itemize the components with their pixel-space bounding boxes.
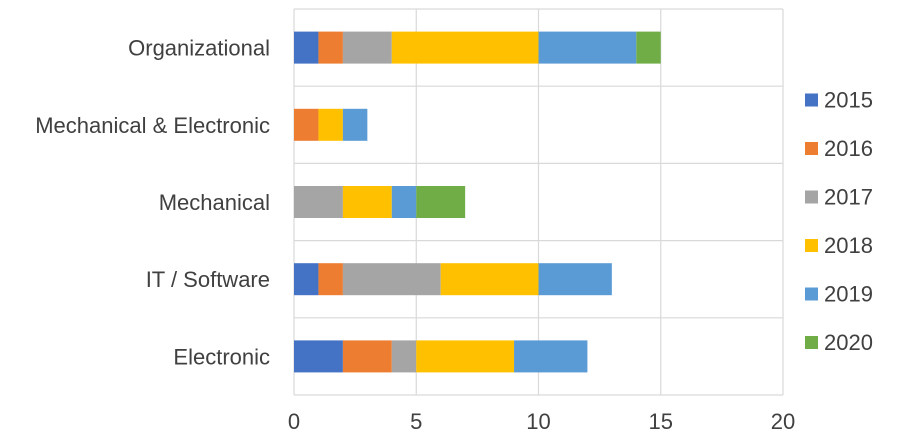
bar-electronic-2017	[391, 340, 417, 373]
bar-electronic-2015	[294, 340, 343, 373]
legend: 2015 2016 2017 2018 2019 2020	[805, 88, 873, 355]
x-tick-label-15: 15	[649, 409, 673, 434]
category-label-mechanical: Mechanical	[159, 190, 270, 215]
bars	[294, 31, 661, 373]
bar-it-software-2016	[318, 263, 343, 296]
bar-organizational-2019	[538, 31, 637, 64]
legend-swatch-2015	[805, 93, 818, 107]
legend-swatch-2016	[805, 142, 818, 155]
legend-label-2020: 2020	[824, 330, 873, 355]
bar-organizational-2017	[342, 31, 392, 64]
legend-swatch-2018	[805, 239, 818, 252]
bar-it-software-2015	[294, 263, 319, 296]
bar-it-software-2018	[440, 263, 539, 296]
category-labels: Organizational Mechanical & Electronic Mec…	[35, 36, 270, 370]
x-tick-label-0: 0	[288, 409, 300, 434]
legend-swatch-2017	[805, 190, 818, 204]
bar-it-software-2017	[342, 263, 441, 296]
x-tick-label-10: 10	[526, 409, 550, 434]
bar-mechanical-2020	[416, 186, 466, 218]
bar-electronic-2019	[514, 340, 588, 373]
legend-swatch-2019	[805, 287, 818, 301]
bar-electronic-2018	[416, 340, 515, 373]
x-tick-label-20: 20	[771, 409, 795, 434]
legend-label-2019: 2019	[824, 282, 873, 307]
bar-mechanical-electronic-2016	[294, 108, 319, 141]
legend-label-2016: 2016	[824, 136, 873, 161]
bar-organizational-2016	[318, 31, 343, 64]
bar-organizational-2020	[636, 31, 661, 64]
x-tick-label-5: 5	[410, 409, 422, 434]
bar-mechanical-2018	[342, 186, 392, 218]
category-label-organizational: Organizational	[128, 36, 270, 61]
bar-electronic-2016	[342, 340, 392, 373]
bar-mechanical-electronic-2019	[342, 108, 368, 141]
bar-mechanical-2017	[294, 186, 343, 218]
legend-swatch-2020	[805, 336, 818, 349]
category-label-it-software: IT / Software	[146, 267, 270, 292]
bar-mechanical-electronic-2018	[318, 108, 343, 141]
legend-label-2017: 2017	[824, 185, 873, 210]
legend-label-2015: 2015	[824, 88, 873, 113]
x-tick-labels: 0 5 10 15 20	[288, 409, 795, 434]
legend-label-2018: 2018	[824, 233, 873, 258]
bar-mechanical-2019	[391, 186, 417, 218]
category-label-electronic: Electronic	[173, 344, 270, 369]
bar-it-software-2019	[538, 263, 612, 296]
bar-organizational-2018	[391, 31, 539, 64]
gridlines	[293, 8, 784, 396]
category-label-mechanical-electronic: Mechanical & Electronic	[35, 113, 270, 138]
bar-organizational-2015	[294, 31, 319, 64]
